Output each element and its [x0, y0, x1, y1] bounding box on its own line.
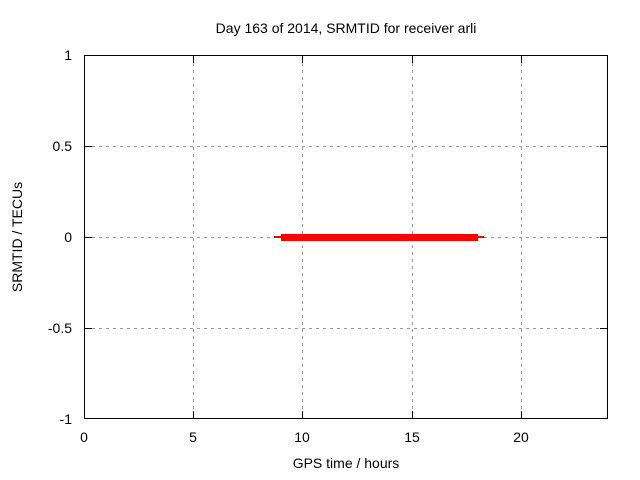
x-tick-label: 15 [404, 429, 420, 445]
x-tick-top [302, 56, 303, 63]
chart-title: Day 163 of 2014, SRMTID for receiver arl… [215, 20, 477, 36]
x-tick-label: 5 [189, 429, 197, 445]
plot-area [84, 55, 608, 419]
x-tick-label: 20 [513, 429, 529, 445]
y-tick-right [600, 237, 607, 238]
y-tick-label: 0.5 [52, 138, 72, 154]
y-tick-label: -1 [59, 411, 72, 427]
horizontal-gridline [85, 328, 607, 329]
x-axis-label: GPS time / hours [292, 455, 400, 471]
x-tick-top [521, 56, 522, 63]
x-tick-bottom [302, 411, 303, 418]
x-tick-top [412, 56, 413, 63]
y-tick-label: -0.5 [47, 320, 72, 336]
series-line-segment [281, 234, 478, 241]
x-tick-bottom [521, 411, 522, 418]
y-tick-left [85, 146, 92, 147]
x-tick-bottom [193, 411, 194, 418]
y-tick-label: 1 [64, 47, 72, 63]
horizontal-gridline [85, 146, 607, 147]
x-tick-label: 10 [294, 429, 310, 445]
x-tick-bottom [412, 411, 413, 418]
y-tick-left [85, 237, 92, 238]
x-tick-top [193, 56, 194, 63]
y-tick-right [600, 328, 607, 329]
y-tick-right [600, 146, 607, 147]
y-tick-label: 0 [64, 229, 72, 245]
x-tick-label: 0 [80, 429, 88, 445]
y-tick-left [85, 328, 92, 329]
